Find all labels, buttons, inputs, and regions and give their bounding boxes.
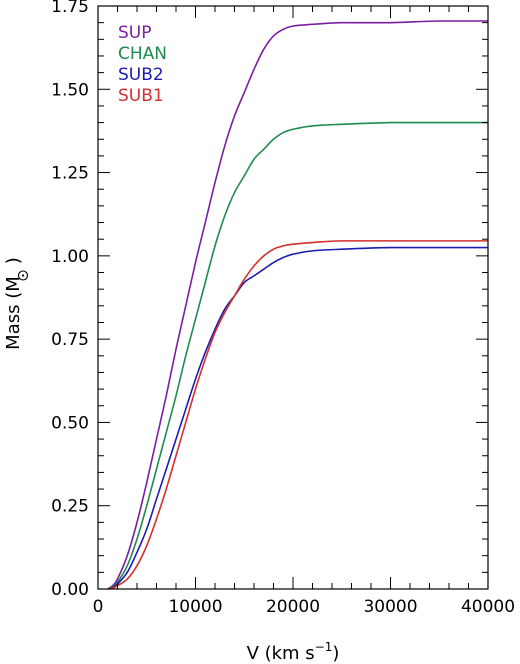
sun-symbol-icon xyxy=(17,270,29,281)
y-tick-label: 0.25 xyxy=(51,497,89,517)
series-line-sub2 xyxy=(107,246,488,590)
y-axis-label-text: Mass (M) xyxy=(3,257,24,350)
sun-symbol-circle xyxy=(17,270,29,281)
y-tick-label: 1.25 xyxy=(51,164,89,184)
series-line-chan xyxy=(107,121,488,590)
series-line-sup xyxy=(107,20,488,590)
y-tick-label: 1.00 xyxy=(51,247,89,267)
sun-symbol-dot xyxy=(21,274,25,277)
x-tick-label: 10000 xyxy=(168,597,222,617)
legend-label-sub1: SUB1 xyxy=(118,86,164,106)
legend-label-sup: SUP xyxy=(118,23,152,43)
y-tick-label: 1.75 xyxy=(51,0,89,17)
y-axis-label: Mass (M) xyxy=(3,257,29,350)
y-tick-label: 0.50 xyxy=(51,413,89,433)
series-line-sub1 xyxy=(107,240,489,590)
legend-label-chan: CHAN xyxy=(118,44,167,64)
x-tick-label: 30000 xyxy=(363,597,417,617)
x-tick-label: 0 xyxy=(93,597,104,617)
y-tick-label: 0.75 xyxy=(51,330,89,350)
x-axis-label: V (km s−1) xyxy=(247,640,340,664)
legend-label-sub2: SUB2 xyxy=(118,65,164,85)
x-tick-label: 20000 xyxy=(266,597,320,617)
x-tick-label: 40000 xyxy=(461,597,515,617)
y-tick-label: 1.50 xyxy=(51,80,89,100)
y-tick-label: 0.00 xyxy=(51,580,89,600)
